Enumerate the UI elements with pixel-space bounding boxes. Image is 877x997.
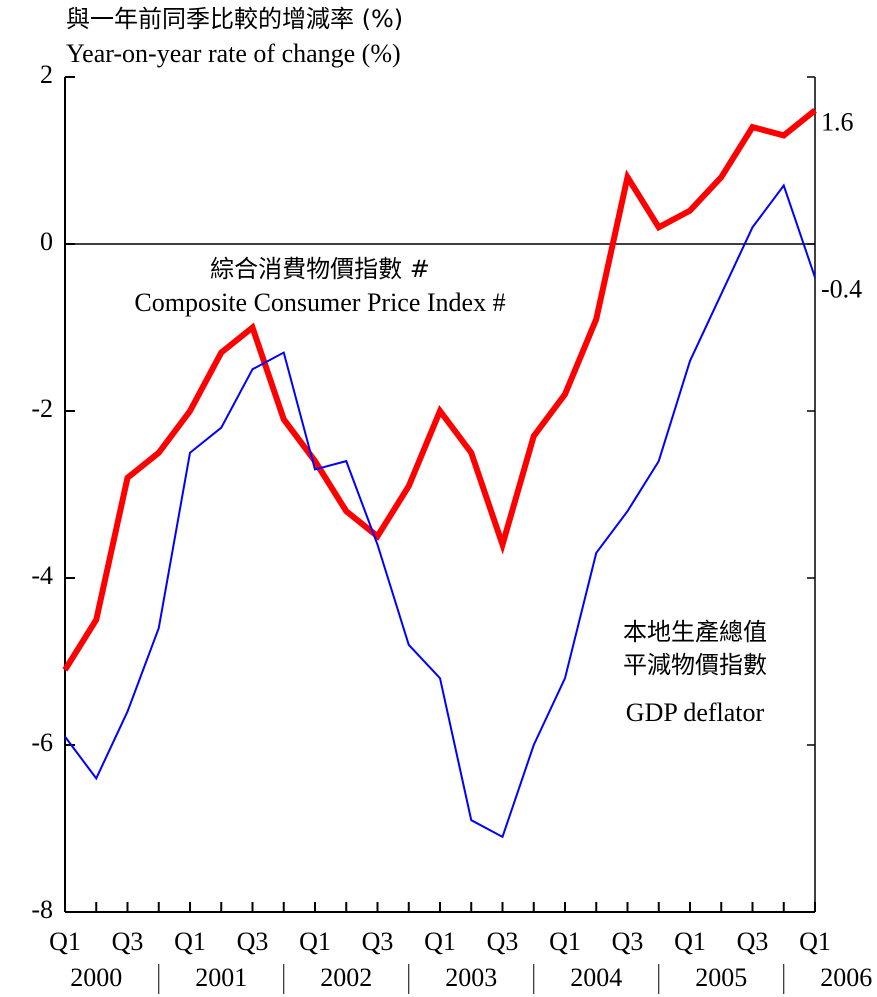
series-line [62, 108, 817, 672]
series-label: GDP deflator [626, 698, 765, 727]
y-tick-label: 0 [40, 227, 53, 256]
series-label-zh: 綜合消費物價指數 # [210, 255, 430, 283]
x-tick-label: Q1 [799, 927, 831, 956]
year-label: 2002 [320, 963, 372, 992]
x-tick-label: Q1 [174, 927, 206, 956]
x-tick-label: Q3 [487, 927, 519, 956]
chart-title-zh: 與一年前同季比較的增減率 (%) [66, 5, 403, 33]
series-label-zh: 本地生產總值 [623, 618, 767, 646]
series-line [64, 183, 816, 839]
year-label: 2001 [195, 963, 247, 992]
year-label: 2004 [570, 963, 622, 992]
series-label-zh: 平減物價指數 [623, 651, 767, 679]
x-tick-label: Q3 [612, 927, 644, 956]
chart-title: Year-on-year rate of change (%) [66, 39, 401, 68]
end-value-label: -0.4 [821, 274, 862, 303]
x-tick-label: Q1 [424, 927, 456, 956]
y-tick-label: -6 [31, 728, 53, 757]
x-tick-label: Q1 [49, 927, 81, 956]
x-tick-label: Q3 [112, 927, 144, 956]
year-label: 2000 [70, 963, 122, 992]
series-label: Composite Consumer Price Index # [134, 288, 505, 317]
x-tick-label: Q1 [299, 927, 331, 956]
year-label: 2005 [695, 963, 747, 992]
x-tick-label: Q1 [674, 927, 706, 956]
end-value-label: 1.6 [821, 107, 854, 136]
year-label: 2003 [445, 963, 497, 992]
x-tick-label: Q3 [737, 927, 769, 956]
x-tick-label: Q1 [549, 927, 581, 956]
y-tick-label: -4 [31, 561, 53, 590]
x-tick-label: Q3 [237, 927, 269, 956]
year-label: 2006 [820, 963, 872, 992]
y-tick-label: -8 [31, 895, 53, 924]
y-tick-label: 2 [40, 60, 53, 89]
x-tick-label: Q3 [362, 927, 394, 956]
y-tick-label: -2 [31, 394, 53, 423]
